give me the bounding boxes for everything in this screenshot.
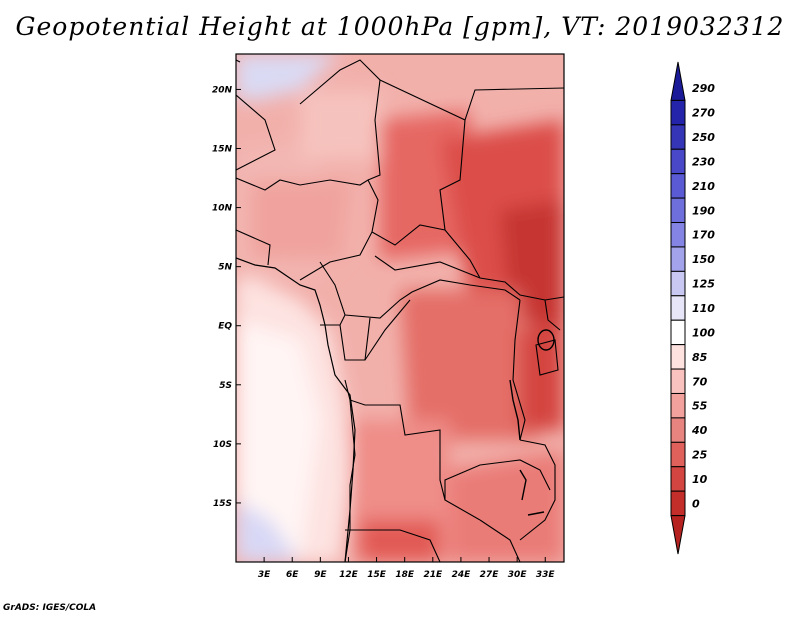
colorbar-swatch: [671, 467, 685, 491]
colorbar-swatch: [671, 516, 685, 554]
colorbar-swatch: [671, 125, 685, 149]
colorbar-swatch: [671, 100, 685, 124]
lat-tick-label: 5N: [218, 263, 232, 273]
lat-tick-label: EQ: [218, 322, 232, 332]
lat-tick-label: 15S: [213, 499, 232, 509]
colorbar-label: 125: [692, 278, 715, 291]
colorbar-label: 10: [692, 473, 708, 486]
lon-tick-label: 21E: [423, 570, 443, 580]
colorbar-label: 210: [692, 180, 715, 193]
colorbar-swatch: [671, 174, 685, 198]
colorbar: 2902702502302101901701501251101008570554…: [671, 62, 715, 554]
lat-tick-label: 20N: [212, 85, 233, 95]
colorbar-swatch: [671, 247, 685, 271]
lat-tick-label: 10S: [213, 440, 232, 450]
lon-tick-label: 33E: [536, 570, 556, 580]
colorbar-label: 0: [692, 497, 700, 510]
colorbar-swatch: [671, 345, 685, 369]
colorbar-label: 270: [692, 107, 715, 120]
colorbar-label: 170: [692, 229, 715, 242]
colorbar-label: 230: [692, 155, 715, 168]
colorbar-label: 150: [692, 253, 715, 266]
colorbar-label: 40: [691, 424, 708, 437]
colorbar-swatch: [671, 271, 685, 295]
colorbar-swatch: [671, 62, 685, 100]
height-field: [236, 54, 564, 562]
colorbar-label: 290: [692, 82, 715, 95]
colorbar-label: 85: [692, 351, 708, 364]
colorbar-swatch: [671, 418, 685, 442]
colorbar-label: 25: [692, 449, 708, 462]
colorbar-label: 70: [692, 375, 708, 388]
lon-tick-label: 12E: [339, 570, 359, 580]
colorbar-swatch: [671, 149, 685, 173]
map-figure: 20N 15N 10N 5N EQ 5S 10S 15S 3E 6E 9E 12E 15E 18E 21E…: [0, 0, 800, 618]
colorbar-label: 250: [692, 131, 715, 144]
colorbar-swatch: [671, 296, 685, 320]
lon-tick-label: 30E: [508, 570, 528, 580]
colorbar-label: 55: [692, 400, 708, 413]
colorbar-label: 190: [692, 204, 715, 217]
lon-tick-label: 24E: [452, 570, 472, 580]
grads-credit: GrADS: IGES/COLA: [3, 603, 96, 613]
colorbar-swatch: [671, 442, 685, 466]
colorbar-label: 110: [692, 302, 715, 315]
lon-tick-label: 9E: [314, 570, 327, 580]
lon-tick-label: 3E: [258, 570, 271, 580]
colorbar-swatch: [671, 198, 685, 222]
colorbar-swatch: [671, 223, 685, 247]
lon-tick-label: 6E: [286, 570, 299, 580]
colorbar-swatch: [671, 369, 685, 393]
lon-tick-label: 15E: [367, 570, 387, 580]
lat-tick-label: 10N: [212, 204, 233, 214]
colorbar-swatch: [671, 491, 685, 515]
colorbar-label: 100: [692, 326, 715, 339]
lat-tick-label: 5S: [219, 381, 232, 391]
lon-tick-label: 27E: [480, 570, 500, 580]
lon-tick-label: 18E: [395, 570, 415, 580]
lat-tick-label: 15N: [212, 145, 233, 155]
colorbar-swatch: [671, 320, 685, 344]
colorbar-swatch: [671, 393, 685, 417]
